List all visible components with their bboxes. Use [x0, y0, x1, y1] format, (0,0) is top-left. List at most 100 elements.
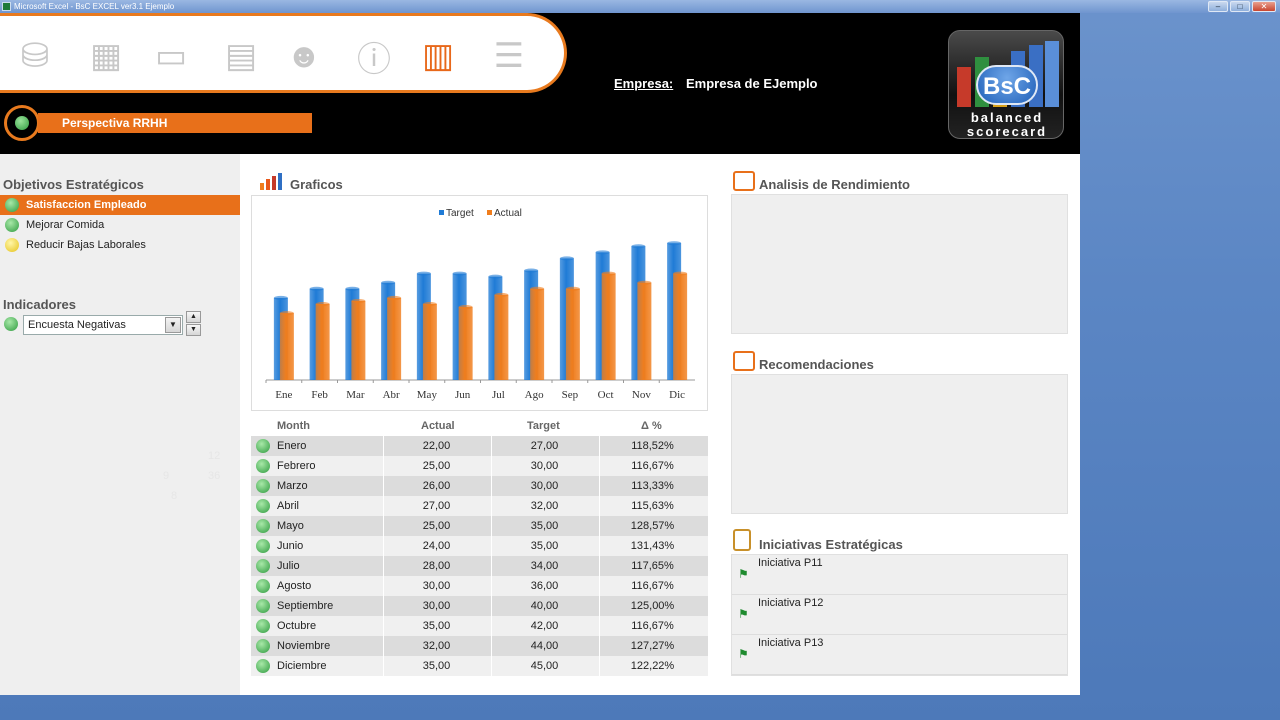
x-tick-label: May: [417, 389, 438, 401]
database-upload-icon[interactable]: ⛁: [20, 37, 50, 75]
left-panel: Objetivos Estratégicos Satisfaccion Empl…: [0, 154, 240, 695]
buildings-icon[interactable]: ▥: [421, 37, 455, 75]
hidden-cell-text: 36: [208, 470, 221, 482]
bar-actual: [279, 313, 294, 380]
initiative-item[interactable]: ⚑ Iniciativa P11: [732, 555, 1067, 595]
bar-actual: [601, 273, 616, 380]
flag-icon: ⚑: [738, 647, 749, 661]
cell-month: Abril: [277, 500, 300, 512]
table-row: Mayo 25,00 35,00 128,57%: [251, 516, 708, 536]
status-dot-green: [256, 659, 270, 673]
recommendations-panel: [731, 374, 1068, 514]
cell-divider: [383, 436, 384, 456]
objective-item[interactable]: Reducir Bajas Laborales: [0, 235, 240, 255]
bar-cap: [601, 271, 616, 276]
bar-cap: [315, 302, 330, 306]
cell-delta: 127,27%: [630, 640, 675, 652]
x-tick-label: Ene: [275, 389, 292, 401]
perspective-label[interactable]: Perspectiva RRHH: [38, 113, 312, 133]
initiative-item[interactable]: ⚑ Iniciativa P13: [732, 635, 1067, 675]
minimize-button[interactable]: –: [1208, 1, 1228, 12]
cell-month: Julio: [277, 560, 300, 572]
table-row: Noviembre 32,00 44,00 127,27%: [251, 636, 708, 656]
cell-divider: [383, 596, 384, 616]
bar-actual: [315, 304, 330, 380]
spin-down-button[interactable]: ▼: [186, 324, 201, 336]
logo-badge: BsC: [976, 65, 1038, 105]
cell-divider: [599, 616, 600, 636]
table-row: Diciembre 35,00 45,00 122,22%: [251, 656, 708, 676]
chevron-down-icon[interactable]: ▼: [165, 317, 181, 333]
status-dot-green: [256, 539, 270, 553]
logo-line1: balanced: [970, 110, 1044, 125]
pointer-monitor-icon[interactable]: ▭: [154, 37, 188, 75]
cell-delta: 128,57%: [630, 520, 675, 532]
window-title: Microsoft Excel - BsC EXCEL ver3.1 Ejemp…: [14, 2, 175, 11]
cell-delta: 115,63%: [631, 500, 674, 512]
table-row: Abril 27,00 32,00 115,63%: [251, 496, 708, 516]
cell-divider: [383, 536, 384, 556]
data-table: Month Actual Target Δ % Enero 22,00 27,00 1…: [251, 416, 708, 676]
flag-icon: ⚑: [738, 567, 749, 581]
perspective-status: [4, 105, 40, 141]
indicator-select-value: Encuesta Negativas: [28, 319, 126, 331]
indicator-select[interactable]: Encuesta Negativas ▼: [23, 315, 183, 335]
cell-target: 35,00: [530, 540, 559, 552]
table-row: Junio 24,00 35,00 131,43%: [251, 536, 708, 556]
cell-divider: [599, 516, 600, 536]
cell-delta: 117,65%: [631, 560, 674, 572]
objective-item[interactable]: Mejorar Comida: [0, 215, 240, 235]
initiative-item[interactable]: ⚑ Iniciativa P12: [732, 595, 1067, 635]
x-tick-label: Feb: [311, 389, 328, 401]
hidden-cell-text: 8: [171, 490, 178, 502]
legend-swatch: [439, 210, 444, 215]
cell-month: Junio: [277, 540, 304, 552]
bar-cap: [667, 241, 682, 246]
maximize-button[interactable]: □: [1230, 1, 1250, 12]
chart-section-icon: [258, 171, 286, 191]
bar-cap: [530, 286, 545, 291]
header-actual: Actual: [421, 420, 455, 432]
initiative-label: Iniciativa P13: [758, 637, 824, 649]
users-calendar-icon[interactable]: ▦: [89, 37, 123, 75]
cell-divider: [491, 436, 492, 456]
server-icon[interactable]: ☰: [493, 37, 525, 75]
table-header: Month Actual Target Δ %: [251, 416, 708, 436]
hidden-cell-text: 9: [163, 470, 170, 482]
cell-delta: 116,67%: [631, 580, 674, 592]
bar-actual: [351, 300, 366, 380]
cell-target: 36,00: [530, 580, 559, 592]
cell-actual: 35,00: [422, 660, 451, 672]
cell-divider: [383, 516, 384, 536]
status-dot-green: [5, 218, 19, 232]
cell-month: Enero: [277, 440, 307, 452]
calculator-icon[interactable]: ▤: [224, 37, 258, 75]
status-dot-green: [256, 619, 270, 633]
cell-actual: 28,00: [422, 560, 451, 572]
cell-actual: 22,00: [422, 440, 451, 452]
cell-delta: 116,67%: [631, 620, 674, 632]
x-tick-label: Jun: [455, 389, 471, 401]
cell-divider: [599, 536, 600, 556]
users-icon[interactable]: ☻: [286, 36, 322, 75]
status-dot-green: [5, 198, 19, 212]
cell-divider: [491, 496, 492, 516]
logo-bar: [1045, 41, 1059, 107]
cell-delta: 125,00%: [630, 600, 675, 612]
objective-item[interactable]: Satisfaccion Empleado: [0, 195, 240, 215]
cell-actual: 24,00: [422, 540, 451, 552]
cell-divider: [599, 636, 600, 656]
close-button[interactable]: ✕: [1252, 1, 1276, 12]
info-icon[interactable]: ⓘ: [357, 40, 391, 79]
cell-actual: 25,00: [422, 460, 451, 472]
document-icon: [733, 529, 751, 551]
cell-divider: [491, 636, 492, 656]
objectives-title: Objetivos Estratégicos: [3, 177, 144, 192]
cell-delta: 118,52%: [631, 440, 674, 452]
excel-app-icon: [2, 2, 11, 11]
status-dot-green: [256, 559, 270, 573]
status-dot-green: [256, 579, 270, 593]
bar-cap: [387, 295, 402, 300]
spin-up-button[interactable]: ▲: [186, 311, 201, 323]
cell-actual: 26,00: [422, 480, 451, 492]
